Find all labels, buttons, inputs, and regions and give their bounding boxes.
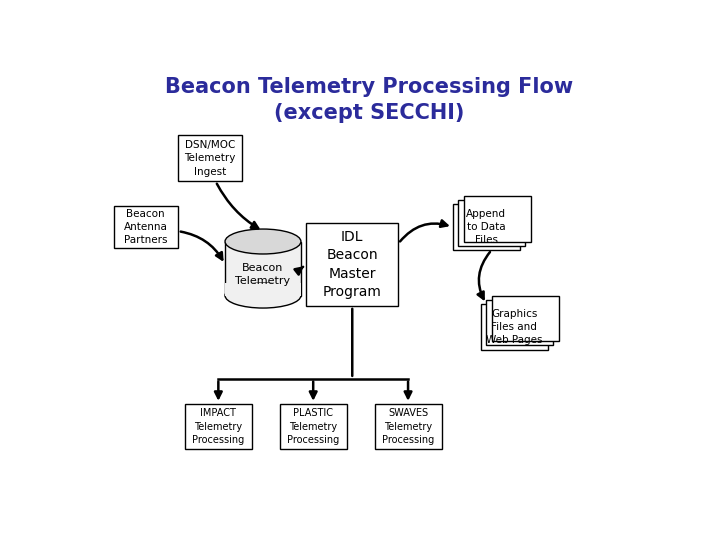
FancyBboxPatch shape — [458, 200, 526, 246]
Text: IMPACT
Telemetry
Processing: IMPACT Telemetry Processing — [192, 408, 245, 445]
Ellipse shape — [225, 229, 301, 254]
FancyBboxPatch shape — [185, 404, 252, 449]
FancyBboxPatch shape — [114, 206, 178, 248]
FancyBboxPatch shape — [453, 204, 520, 250]
Text: PLASTIC
Telemetry
Processing: PLASTIC Telemetry Processing — [287, 408, 339, 445]
FancyBboxPatch shape — [492, 295, 559, 341]
FancyBboxPatch shape — [280, 404, 347, 449]
Text: Graphics
Files and
Web Pages: Graphics Files and Web Pages — [486, 308, 542, 345]
Text: DSN/MOC
Telemetry
Ingest: DSN/MOC Telemetry Ingest — [184, 140, 235, 177]
FancyBboxPatch shape — [464, 196, 531, 241]
Text: SWAVES
Telemetry
Processing: SWAVES Telemetry Processing — [382, 408, 434, 445]
Text: IDL
Beacon
Master
Program: IDL Beacon Master Program — [323, 230, 382, 299]
FancyBboxPatch shape — [486, 300, 553, 346]
Text: Append
to Data
Files: Append to Data Files — [466, 209, 506, 245]
Polygon shape — [225, 283, 301, 295]
FancyBboxPatch shape — [374, 404, 441, 449]
FancyBboxPatch shape — [481, 304, 547, 349]
Ellipse shape — [225, 283, 301, 308]
FancyBboxPatch shape — [178, 136, 242, 181]
FancyBboxPatch shape — [306, 223, 398, 306]
Text: Beacon
Antenna
Partners: Beacon Antenna Partners — [124, 209, 168, 245]
Text: Beacon Telemetry Processing Flow
(except SECCHI): Beacon Telemetry Processing Flow (except… — [165, 77, 573, 123]
Text: Beacon
Telemetry: Beacon Telemetry — [235, 263, 291, 286]
Polygon shape — [225, 241, 301, 295]
